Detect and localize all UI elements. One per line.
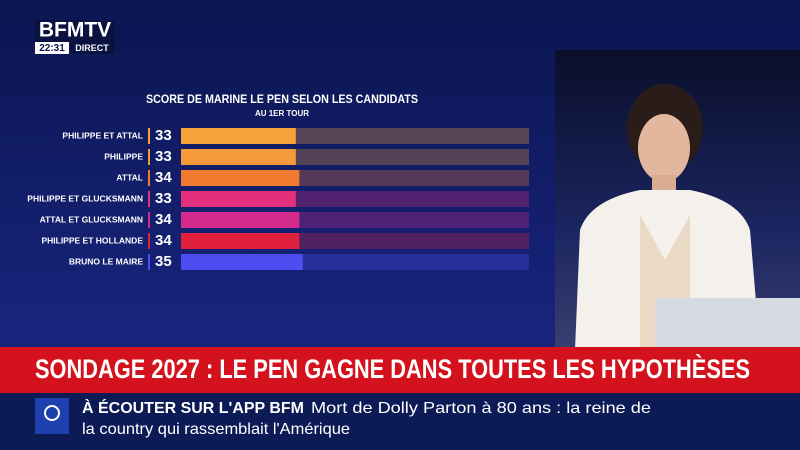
- category-label: PHILIPPE ET HOLLANDE: [41, 235, 143, 245]
- bar: [181, 170, 300, 186]
- bar: [181, 149, 296, 165]
- headline-band: [0, 347, 800, 393]
- ticker-icon: [35, 398, 69, 434]
- presenter: [575, 84, 800, 350]
- live-label: DIRECT: [75, 43, 109, 53]
- headline: SONDAGE 2027 : LE PEN GAGNE DANS TOUTES …: [35, 353, 750, 384]
- category-label: PHILIPPE: [104, 151, 143, 161]
- bar: [181, 254, 303, 270]
- ticker-band: [0, 393, 800, 450]
- bar: [181, 128, 296, 144]
- icon-glyph: [44, 405, 60, 421]
- chart: PHILIPPE ET ATTAL 33 PHILIPPE 33 ATTAL 34 PHIL…: [27, 127, 529, 270]
- category-label: PHILIPPE ET ATTAL: [62, 130, 143, 140]
- category-label: ATTAL ET GLUCKSMANN: [40, 214, 143, 224]
- clock: 22:31: [39, 43, 65, 54]
- value-label: 34: [155, 211, 172, 228]
- value-label: 33: [155, 127, 172, 144]
- category-label: ATTAL: [116, 172, 143, 182]
- category-label: BRUNO LE MAIRE: [69, 256, 143, 266]
- value-label: 33: [155, 190, 172, 207]
- bar: [181, 212, 300, 228]
- value-label: 35: [155, 253, 172, 270]
- ticker-label: À ÉCOUTER SUR L'APP BFM: [82, 398, 304, 417]
- logo-box: [35, 20, 115, 42]
- value-label: 34: [155, 169, 172, 186]
- chart-subtitle: AU 1ER TOUR: [255, 109, 309, 118]
- category-label: PHILIPPE ET GLUCKSMANN: [27, 193, 143, 203]
- chart-title: SCORE DE MARINE LE PEN SELON LES CANDIDA…: [146, 92, 418, 106]
- bar: [181, 191, 296, 207]
- live-box: [70, 42, 115, 54]
- ticker-line: Mort de Dolly Parton à 80 ans : la reine…: [311, 400, 651, 417]
- value-label: 33: [155, 148, 172, 165]
- channel-logo: BFMTV: [39, 19, 111, 42]
- ticker-line: la country qui rassemblait l'Amérique: [82, 421, 350, 438]
- bar: [181, 233, 300, 249]
- time-box: [35, 42, 69, 54]
- value-label: 34: [155, 232, 172, 249]
